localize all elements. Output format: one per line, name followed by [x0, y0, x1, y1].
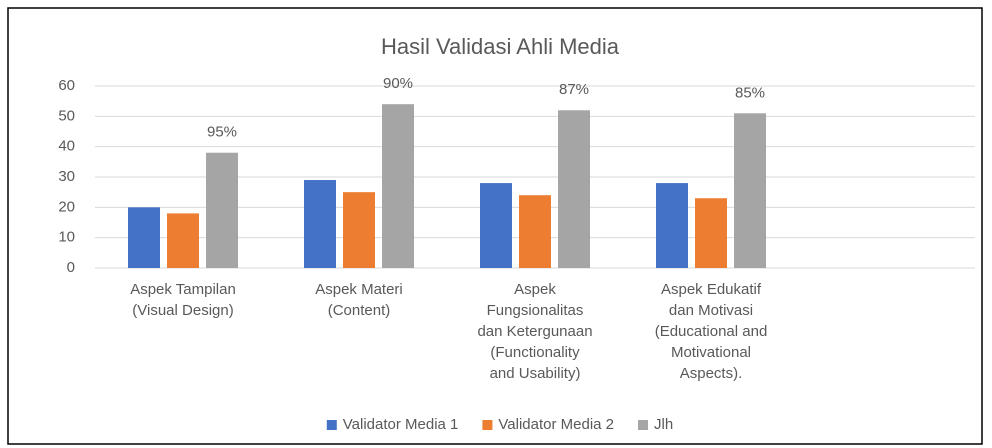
legend-label: Validator Media 1: [343, 416, 459, 433]
annotation: 85%: [735, 84, 765, 101]
y-tick-label: 40: [58, 138, 75, 155]
legend-label: Jlh: [654, 416, 673, 433]
bar: [695, 198, 727, 268]
legend-swatch: [482, 420, 493, 430]
bar: [519, 195, 551, 268]
bar: [206, 152, 238, 268]
bar: [304, 180, 336, 268]
bar: [167, 213, 199, 268]
annotation: 90%: [383, 75, 413, 92]
chart-title: Hasil Validasi Ahli Media: [381, 34, 620, 59]
bar: [734, 113, 766, 268]
y-tick-label: 30: [58, 168, 75, 185]
bar: [480, 183, 512, 268]
x-tick-label: Aspek Tampilan (Visual Design): [130, 281, 236, 319]
x-tick-label: Aspek Materi (Content): [315, 281, 403, 319]
y-tick-label: 20: [58, 198, 75, 215]
legend-swatch: [638, 420, 649, 430]
bar: [558, 110, 590, 269]
legend-label: Validator Media 2: [498, 416, 614, 433]
y-tick-label: 50: [58, 107, 75, 124]
bar: [382, 104, 414, 268]
x-tick-label: Aspek Edukatif dan Motivasi (Educational a…: [655, 281, 768, 382]
annotation: 87%: [559, 81, 589, 98]
y-tick-label: 0: [67, 259, 75, 276]
y-tick-label: 10: [58, 229, 75, 246]
annotation: 95%: [207, 124, 237, 141]
bar: [128, 207, 160, 268]
bar: [343, 192, 375, 268]
legend-swatch: [326, 420, 337, 430]
bar: [656, 183, 688, 268]
x-tick-label: Aspek Fungsionalitas dan Ketergunaan (Funct…: [477, 281, 592, 382]
y-tick-label: 60: [58, 77, 75, 94]
